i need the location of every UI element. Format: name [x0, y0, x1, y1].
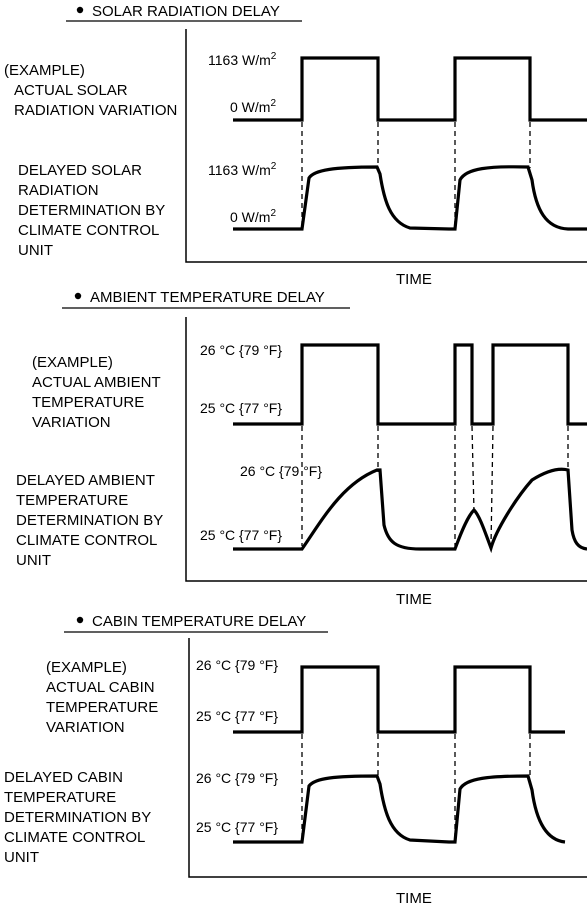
actual-label-line: VARIATION — [32, 414, 111, 431]
delayed-label-line: UNIT — [4, 849, 39, 866]
actual-label-line: ACTUAL SOLAR — [14, 82, 128, 99]
transition-marker — [471, 425, 475, 513]
section-title: CABIN TEMPERATURE DELAY — [92, 613, 306, 630]
delayed-high-value: 26 °C {79 °F} — [196, 770, 278, 786]
x-axis-label: TIME — [396, 890, 432, 907]
delayed-label-line: DELAYED CABIN — [4, 769, 123, 786]
delayed-high-value: 1163 W/m2 — [208, 161, 277, 178]
delayed-signal-trace — [233, 165, 587, 231]
delayed-low-value: 25 °C {77 °F} — [200, 527, 282, 543]
delayed-label-line: DETERMINATION BY — [16, 512, 163, 529]
delayed-label-line: TEMPERATURE — [4, 789, 116, 806]
delayed-label-line: DELAYED AMBIENT — [16, 472, 155, 489]
delayed-label-line: CLIMATE CONTROL — [4, 829, 145, 846]
actual-high-value: 26 °C {79 °F} — [196, 657, 278, 673]
delayed-low-value: 25 °C {77 °F} — [196, 819, 278, 835]
delayed-label-line: UNIT — [16, 552, 51, 569]
delayed-label-line: CLIMATE CONTROL — [16, 532, 157, 549]
actual-label-line: ACTUAL CABIN — [46, 679, 155, 696]
actual-signal-trace — [233, 56, 587, 122]
x-axis-label: TIME — [396, 591, 432, 608]
delayed-label-line: DETERMINATION BY — [4, 809, 151, 826]
actual-low-value: 25 °C {77 °F} — [200, 400, 282, 416]
x-axis-label: TIME — [396, 271, 432, 288]
section-title: AMBIENT TEMPERATURE DELAY — [90, 289, 325, 306]
actual-label-line: (EXAMPLE) — [46, 659, 127, 676]
bullet-icon — [76, 616, 84, 624]
actual-high-value: 26 °C {79 °F} — [200, 342, 282, 358]
actual-label-line: TEMPERATURE — [32, 394, 144, 411]
ambient-temperature-section: AMBIENT TEMPERATURE DELAY (EXAMPLE) ACTU… — [16, 289, 587, 608]
section-title: SOLAR RADIATION DELAY — [92, 3, 280, 20]
delayed-label-line: DELAYED SOLAR — [18, 162, 142, 179]
chart-axis — [185, 317, 587, 582]
delayed-label-line: RADIATION — [18, 182, 99, 199]
actual-signal-trace — [233, 343, 587, 426]
delayed-label-line: UNIT — [18, 242, 53, 259]
chart-axis — [185, 29, 587, 263]
chart-axis — [188, 638, 587, 878]
delayed-signal-trace — [233, 774, 566, 844]
cabin-temperature-section: CABIN TEMPERATURE DELAY (EXAMPLE) ACTUAL… — [4, 613, 587, 907]
actual-high-value: 1163 W/m2 — [208, 51, 277, 68]
delayed-low-value: 0 W/m2 — [230, 208, 276, 225]
solar-radiation-section: SOLAR RADIATION DELAY (EXAMPLE) ACTUAL S… — [4, 3, 587, 288]
actual-label-line: RADIATION VARIATION — [14, 102, 177, 119]
delayed-label-line: TEMPERATURE — [16, 492, 128, 509]
bullet-icon — [74, 292, 82, 300]
actual-label-line: (EXAMPLE) — [32, 354, 113, 371]
actual-label-line: TEMPERATURE — [46, 699, 158, 716]
actual-signal-trace — [233, 665, 565, 734]
transition-marker — [490, 425, 494, 547]
delayed-label-line: CLIMATE CONTROL — [18, 222, 159, 239]
bullet-icon — [76, 6, 84, 14]
actual-label-line: ACTUAL AMBIENT — [32, 374, 161, 391]
actual-low-value: 25 °C {77 °F} — [196, 708, 278, 724]
delayed-label-line: DETERMINATION BY — [18, 202, 165, 219]
actual-label-line: VARIATION — [46, 719, 125, 736]
delayed-high-value: 26 °C {79 °F} — [240, 463, 322, 479]
actual-label-line: (EXAMPLE) — [4, 62, 85, 79]
delayed-signal-trace — [233, 467, 587, 554]
actual-low-value: 0 W/m2 — [230, 98, 276, 115]
